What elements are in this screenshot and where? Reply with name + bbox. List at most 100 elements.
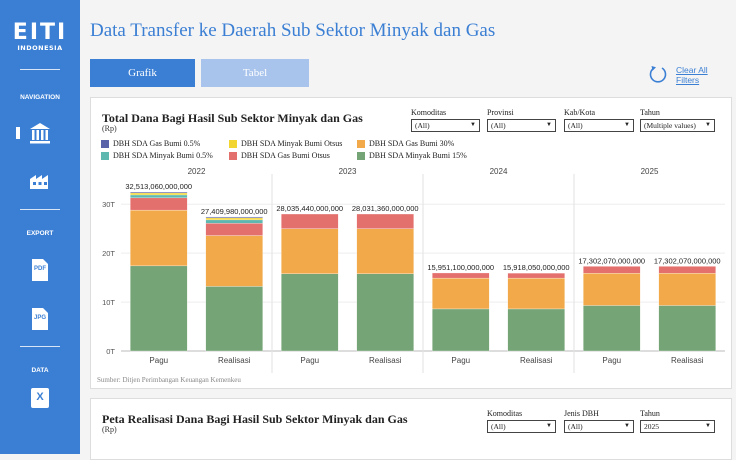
year-header: 2023 bbox=[339, 167, 357, 176]
filter-provinsi-select[interactable]: (All) ▼ bbox=[487, 119, 556, 132]
bar-segment bbox=[507, 308, 565, 352]
bar-total-label: 27,409,980,000,000 bbox=[201, 207, 268, 216]
sidebar-divider bbox=[20, 346, 60, 347]
bar-segment bbox=[130, 192, 188, 196]
chevron-down-icon: ▼ bbox=[705, 122, 711, 128]
eiti-logo[interactable]: EITI INDONESIA bbox=[8, 22, 72, 53]
filter-tahun-label: Tahun bbox=[640, 108, 660, 117]
bar-segment bbox=[130, 265, 188, 352]
legend-item[interactable]: DBH SDA Minyak Bumi 15% bbox=[357, 151, 467, 160]
x-tick-label: Realisasi bbox=[671, 356, 704, 365]
pdf-icon[interactable]: PDF bbox=[28, 258, 52, 282]
legend-label: DBH SDA Minyak Bumi 0.5% bbox=[113, 151, 213, 160]
tab-tabel[interactable]: Tabel bbox=[201, 59, 309, 87]
bar-segment bbox=[356, 213, 414, 229]
bar-segment bbox=[432, 308, 490, 352]
legend-swatch bbox=[101, 139, 109, 148]
bar-segment bbox=[130, 209, 188, 267]
panel-title: Peta Realisasi Dana Bagi Hasil Sub Sekto… bbox=[102, 412, 408, 426]
filter-tahun-select[interactable]: 2025 ▼ bbox=[640, 420, 715, 433]
legend-swatch bbox=[229, 151, 237, 160]
jpg-icon[interactable]: JPG bbox=[28, 307, 52, 331]
bar-total-label: 28,035,440,000,000 bbox=[276, 204, 343, 213]
filter-kabkota-value: (All) bbox=[568, 121, 583, 130]
x-tick-label: Pagu bbox=[149, 356, 168, 365]
legend-swatch bbox=[229, 139, 237, 148]
refresh-icon[interactable] bbox=[648, 64, 668, 84]
filter-provinsi-value: (All) bbox=[491, 121, 506, 130]
bar-total-label: 32,513,060,000,000 bbox=[125, 182, 192, 191]
clear-filters-line1: Clear All bbox=[676, 65, 708, 75]
legend-item[interactable]: DBH SDA Minyak Bumi Otsus bbox=[229, 139, 342, 148]
stacked-bar-chart: 0T 10T 20T 30T 2022 2023 2024 2025 32,513,060,00… bbox=[102, 167, 725, 373]
filter-jenis-dbh-select[interactable]: (All) ▼ bbox=[564, 420, 634, 433]
legend-item[interactable]: DBH SDA Gas Bumi 0.5% bbox=[101, 139, 200, 148]
y-tick-label: 0T bbox=[106, 347, 115, 356]
filter-tahun-select[interactable]: (Multiple values) ▼ bbox=[640, 119, 715, 132]
clear-all-filters-link[interactable]: Clear All Filters bbox=[676, 65, 708, 85]
filter-komoditas-label: Komoditas bbox=[411, 108, 447, 117]
x-tick-label: Realisasi bbox=[218, 356, 251, 365]
panel-unit: (Rp) bbox=[102, 124, 117, 133]
chevron-down-icon: ▼ bbox=[546, 122, 552, 128]
bank-icon[interactable] bbox=[28, 121, 52, 145]
tab-grafik[interactable]: Grafik bbox=[90, 59, 195, 87]
legend-item[interactable]: DBH SDA Gas Bumi Otsus bbox=[229, 151, 330, 160]
sidebar-divider bbox=[20, 209, 60, 210]
page-title: Data Transfer ke Daerah Sub Sektor Minya… bbox=[90, 20, 496, 41]
sidebar: EITI INDONESIA NAVIGATION EXPORT PDF JPG… bbox=[0, 0, 80, 454]
data-label: DATA bbox=[31, 367, 49, 374]
sidebar-divider bbox=[20, 69, 60, 70]
bar-segment bbox=[583, 305, 641, 352]
legend-swatch bbox=[357, 139, 365, 148]
map-panel: Peta Realisasi Dana Bagi Hasil Sub Sekto… bbox=[90, 398, 732, 460]
legend-label: DBH SDA Gas Bumi Otsus bbox=[241, 151, 330, 160]
pdf-icon-text: PDF bbox=[34, 266, 46, 272]
excel-icon[interactable]: X bbox=[28, 386, 52, 410]
bar-segment bbox=[130, 191, 188, 194]
legend-item[interactable]: DBH SDA Gas Bumi 30% bbox=[357, 139, 454, 148]
factory-icon[interactable] bbox=[28, 167, 52, 191]
clear-filters-line2: Filters bbox=[676, 75, 700, 85]
filter-kabkota-label: Kab/Kota bbox=[564, 108, 596, 117]
legend-label: DBH SDA Gas Bumi 0.5% bbox=[113, 139, 201, 148]
bar-segment bbox=[281, 228, 339, 274]
bar-total-label: 15,918,050,000,000 bbox=[503, 263, 570, 272]
filter-komoditas-value: (All) bbox=[491, 422, 506, 431]
bar-segment bbox=[658, 305, 716, 352]
filter-kabkota-select[interactable]: (All) ▼ bbox=[564, 119, 634, 132]
year-header: 2025 bbox=[641, 167, 659, 176]
filter-tahun-value: 2025 bbox=[644, 422, 659, 431]
legend-label: DBH SDA Minyak Bumi 15% bbox=[369, 151, 467, 160]
chevron-down-icon: ▼ bbox=[546, 423, 552, 429]
x-tick-label: Pagu bbox=[451, 356, 470, 365]
bar-segment bbox=[281, 273, 339, 352]
filter-jenis-dbh-value: (All) bbox=[568, 422, 583, 431]
filter-komoditas-value: (All) bbox=[415, 121, 430, 130]
bar-segment bbox=[432, 277, 490, 310]
navigation-label: NAVIGATION bbox=[20, 94, 60, 101]
filter-komoditas-select[interactable]: (All) ▼ bbox=[487, 420, 556, 433]
chevron-down-icon: ▼ bbox=[624, 122, 630, 128]
bar-total-label: 17,302,070,000,000 bbox=[654, 256, 721, 265]
legend-label: DBH SDA Gas Bumi 30% bbox=[369, 139, 455, 148]
legend-swatch bbox=[101, 151, 109, 160]
year-header: 2022 bbox=[188, 167, 206, 176]
bar-segment bbox=[205, 223, 263, 236]
panel-title: Total Dana Bagi Hasil Sub Sektor Minyak … bbox=[102, 111, 363, 125]
x-tick-label: Realisasi bbox=[520, 356, 553, 365]
filter-komoditas-select[interactable]: (All) ▼ bbox=[411, 119, 480, 132]
legend-item[interactable]: DBH SDA Minyak Bumi 0.5% bbox=[101, 151, 213, 160]
filter-tahun-value: (Multiple values) bbox=[644, 121, 696, 130]
bar-segment bbox=[507, 277, 565, 310]
bar-segment bbox=[281, 213, 339, 229]
bar-total-label: 17,302,070,000,000 bbox=[578, 256, 645, 265]
bar-total-label: 28,031,360,000,000 bbox=[352, 204, 419, 213]
bar-segment bbox=[432, 272, 490, 279]
legend-swatch bbox=[357, 151, 365, 160]
x-tick-label: Pagu bbox=[602, 356, 621, 365]
bar-segment bbox=[130, 194, 188, 199]
bar-segment bbox=[583, 266, 641, 274]
source-note: Sumber: Ditjen Perimbangan Keuangan Keme… bbox=[97, 376, 241, 384]
x-tick-label: Realisasi bbox=[369, 356, 402, 365]
